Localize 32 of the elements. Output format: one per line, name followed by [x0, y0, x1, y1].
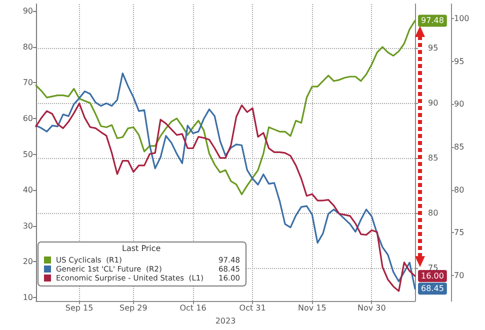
x-tick-label: Sep 29 — [120, 304, 148, 313]
x-tick-label: Nov 30 — [358, 304, 386, 313]
x-tick-label: Nov 15 — [298, 304, 326, 313]
y-tick-label: 80 — [22, 42, 33, 52]
y3-tick-label: 95 — [454, 56, 464, 66]
y3-tick-label: 70 — [454, 270, 464, 280]
x-tick-label: Sep 15 — [65, 304, 94, 313]
y-tick-label: 60 — [22, 114, 33, 124]
y-tick-label: 70 — [22, 78, 33, 88]
y-tick-label: 40 — [22, 186, 33, 195]
y-tick-label: 30 — [22, 221, 33, 230]
y2-tick-label: 80 — [428, 208, 438, 218]
x-tick-label: Oct 31 — [239, 304, 266, 313]
y2-tick-label: 95 — [428, 44, 438, 53]
y2-tick-label: 85 — [428, 154, 438, 163]
y2-tick-label: 90 — [428, 98, 438, 108]
y-tick-label: 10 — [22, 293, 33, 302]
line-series — [35, 20, 416, 196]
x-axis-title: 2023 — [215, 316, 236, 326]
y3-tick-label: 75 — [454, 228, 464, 238]
y3-tick-label: 100 — [454, 14, 470, 24]
data-label: 97.48 — [421, 16, 444, 26]
y3-tick-label: 80 — [454, 185, 464, 194]
legend-title: Last Price — [122, 244, 161, 253]
y-tick-label: 50 — [22, 150, 33, 159]
data-label: 16.00 — [421, 272, 444, 281]
y3-tick-label: 85 — [454, 142, 464, 152]
data-label: 68.45 — [421, 284, 444, 294]
y-tick-label: 90 — [22, 6, 33, 16]
y-tick-label: 20 — [22, 257, 33, 266]
x-tick-label: Oct 16 — [180, 304, 206, 313]
y3-tick-label: 90 — [454, 100, 464, 109]
